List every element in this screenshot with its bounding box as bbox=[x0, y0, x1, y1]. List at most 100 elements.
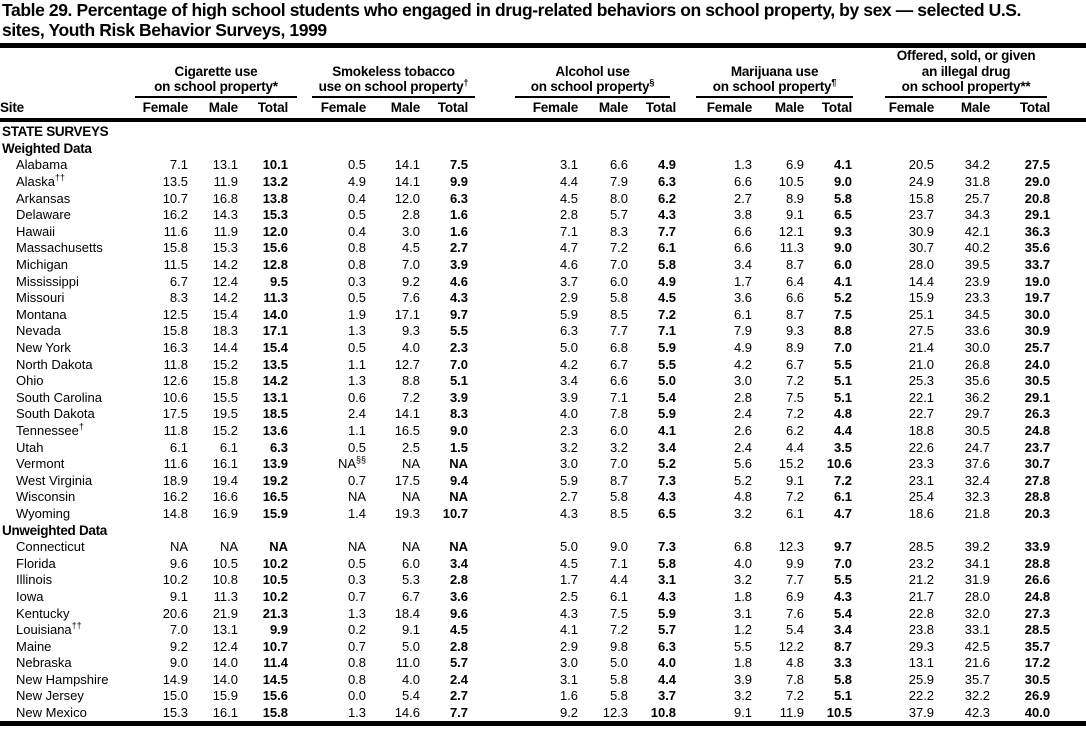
value-cell-total: 1.5 bbox=[449, 439, 469, 455]
value-cell: 15.9 bbox=[212, 688, 238, 704]
value-cell: 15.9 bbox=[908, 290, 935, 306]
value-cell-total: 6.1 bbox=[833, 489, 853, 505]
value-cell: 22.8 bbox=[908, 605, 935, 621]
value-cell: 25.7 bbox=[964, 190, 991, 206]
value-cell-total: 4.3 bbox=[833, 588, 853, 604]
value-cell-total: 9.0 bbox=[449, 422, 469, 438]
value-cell-total: 14.5 bbox=[262, 671, 289, 687]
value-cell: 4.4 bbox=[559, 174, 579, 190]
value-cell: 4.0 bbox=[401, 340, 421, 356]
value-cell-total: 4.1 bbox=[657, 422, 677, 438]
value-cell-total: 4.9 bbox=[657, 157, 677, 173]
value-cell: 4.8 bbox=[733, 489, 753, 505]
value-cell: 6.3 bbox=[559, 323, 579, 339]
value-cell: 2.8 bbox=[733, 389, 753, 405]
value-cell-total: 17.1 bbox=[262, 323, 289, 339]
title-divider-rule bbox=[0, 43, 1086, 48]
table-row: Vermont 11.6 16.1 13.9 NA§§ NA NA 3.0 7.0 5.2 5.6 1… bbox=[0, 455, 1086, 472]
section-header-label: Unweighted Data bbox=[2, 522, 108, 538]
value-cell-total: 3.4 bbox=[833, 622, 853, 638]
value-cell: 3.0 bbox=[559, 456, 579, 472]
value-cell: 3.2 bbox=[733, 505, 753, 521]
value-cell-total: 10.5 bbox=[262, 572, 289, 588]
sub-header-row: Site Female Male Total Female Male Total Female… bbox=[0, 97, 1086, 122]
value-cell: 5.7 bbox=[609, 207, 629, 223]
value-cell: 15.8 bbox=[162, 323, 188, 339]
value-cell: 8.9 bbox=[785, 340, 805, 356]
value-cell-total: 1.6 bbox=[449, 223, 469, 239]
value-cell: 6.1 bbox=[733, 306, 753, 322]
site-cell: New Mexico bbox=[16, 705, 87, 721]
value-cell-total: 5.5 bbox=[833, 572, 853, 588]
value-cell-total: 10.7 bbox=[442, 505, 469, 521]
value-cell-total: 15.6 bbox=[262, 240, 289, 256]
site-cell: Nebraska bbox=[16, 655, 72, 671]
value-cell: 32.2 bbox=[964, 688, 991, 704]
value-cell-total: 9.7 bbox=[833, 539, 853, 555]
value-cell-total: 7.2 bbox=[657, 306, 677, 322]
right-margin-spacer bbox=[1050, 406, 1086, 423]
site-column-header: Site bbox=[0, 97, 132, 122]
value-cell-total: 30.7 bbox=[1024, 456, 1051, 472]
value-cell-total: 12.8 bbox=[262, 257, 289, 273]
site-cell: New Jersey bbox=[16, 688, 84, 704]
value-cell: 11.5 bbox=[163, 257, 188, 273]
value-cell-total: 33.9 bbox=[1024, 539, 1051, 555]
value-cell: 25.1 bbox=[908, 306, 935, 322]
value-cell: 4.5 bbox=[559, 190, 579, 206]
value-cell: 7.7 bbox=[785, 572, 805, 588]
table-row: Montana 12.5 15.4 14.0 1.9 17.1 9.7 5.9 8.5 7.2 6.… bbox=[0, 306, 1086, 323]
value-cell-total: 29.1 bbox=[1024, 207, 1051, 223]
value-cell: 14.0 bbox=[212, 655, 238, 671]
value-cell: 2.5 bbox=[559, 588, 579, 604]
value-cell-total: 2.8 bbox=[449, 572, 469, 588]
value-cell: 1.8 bbox=[733, 655, 753, 671]
table-row: Louisiana†† 7.0 13.1 9.9 0.2 9.1 4.5 4.1 7.2 5.7 1… bbox=[0, 621, 1086, 638]
table-row: West Virginia 18.9 19.4 19.2 0.7 17.5 9.4 5.9 8.… bbox=[0, 472, 1086, 489]
value-cell: 11.3 bbox=[779, 240, 805, 256]
value-cell-total: 6.3 bbox=[449, 190, 469, 206]
value-cell: 9.8 bbox=[609, 638, 629, 654]
value-cell-total: 2.7 bbox=[449, 688, 469, 704]
value-cell: 23.3 bbox=[908, 456, 935, 472]
value-cell: 11.6 bbox=[163, 456, 188, 472]
value-cell: 6.8 bbox=[609, 340, 629, 356]
value-cell-total: 4.1 bbox=[833, 157, 853, 173]
value-cell: 8.5 bbox=[609, 306, 629, 322]
value-cell-total: 9.0 bbox=[833, 174, 853, 190]
value-cell-total: 8.3 bbox=[449, 406, 469, 422]
section-header-label: Weighted Data bbox=[2, 140, 92, 156]
value-cell-total: 3.4 bbox=[657, 439, 677, 455]
value-cell-total: 20.3 bbox=[1024, 505, 1051, 521]
value-cell: 8.0 bbox=[609, 190, 629, 206]
value-cell: 22.6 bbox=[908, 439, 935, 455]
site-cell: Wyoming bbox=[16, 505, 71, 521]
value-cell: 9.1 bbox=[401, 622, 421, 638]
value-cell-total: 10.7 bbox=[262, 638, 289, 654]
table-row: Mississippi 6.7 12.4 9.5 0.3 9.2 4.6 3.7 6.0 4.9 1… bbox=[0, 273, 1086, 290]
value-cell: 28.0 bbox=[908, 257, 935, 273]
table-row: Massachusetts 15.8 15.3 15.6 0.8 4.5 2.7 4.7 7.2… bbox=[0, 240, 1086, 257]
value-cell: 30.7 bbox=[908, 240, 935, 256]
value-cell: 0.5 bbox=[347, 290, 367, 306]
value-cell: 15.2 bbox=[778, 456, 805, 472]
value-cell: 6.7 bbox=[169, 273, 188, 289]
site-cell: Utah bbox=[16, 439, 44, 455]
value-cell: NA§§ bbox=[337, 454, 367, 472]
value-cell: 6.9 bbox=[785, 588, 805, 604]
value-cell-total: 7.7 bbox=[449, 705, 469, 721]
value-cell-total: 12.0 bbox=[262, 223, 289, 239]
value-cell: 13.1 bbox=[908, 655, 935, 671]
value-cell-total: 19.7 bbox=[1024, 290, 1051, 306]
table-row: Illinois 10.2 10.8 10.5 0.3 5.3 2.8 1.7 4.4 3.1 3.… bbox=[0, 572, 1086, 589]
value-cell: 3.4 bbox=[559, 373, 579, 389]
value-cell-total: 2.8 bbox=[449, 638, 469, 654]
value-cell: 8.7 bbox=[785, 306, 805, 322]
value-cell: 17.1 bbox=[394, 306, 421, 322]
value-cell: 1.1 bbox=[347, 422, 367, 438]
value-cell: 4.3 bbox=[559, 605, 579, 621]
value-cell: 18.9 bbox=[162, 472, 188, 488]
value-cell-total: 2.3 bbox=[449, 340, 469, 356]
value-cell-total: 6.1 bbox=[657, 240, 677, 256]
value-cell: 33.1 bbox=[964, 622, 991, 638]
